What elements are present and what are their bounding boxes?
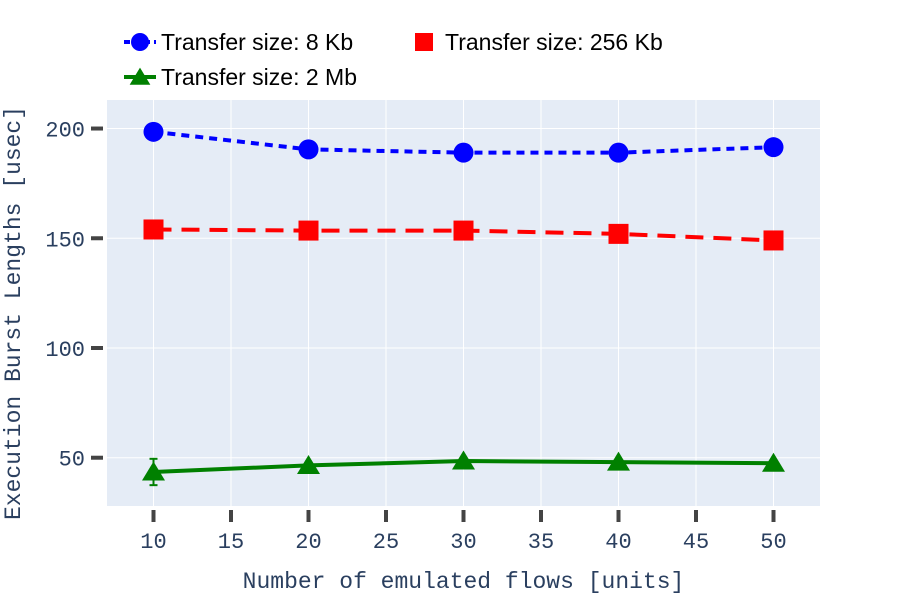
legend-label: Transfer size: 256 Kb: [445, 29, 663, 55]
series-3: [142, 450, 785, 487]
x-tick-label: 20: [295, 530, 321, 555]
x-axis-title: Number of emulated flows [units]: [243, 569, 685, 595]
y-tick-label: 200: [45, 119, 85, 144]
x-axis: 10 15 20 25 30 35 40 45 50: [140, 510, 787, 555]
data-point: [452, 450, 475, 470]
x-tick-label: 30: [450, 530, 476, 555]
data-point: [143, 121, 164, 142]
data-point: [297, 454, 320, 474]
legend-item-3: Transfer size: 2 Mb: [124, 64, 357, 90]
x-tick-label: 15: [218, 530, 244, 555]
legend-marker: [131, 33, 149, 51]
data-point: [607, 451, 630, 471]
x-tick-label: 50: [760, 530, 786, 555]
legend: Transfer size: 8 Kb Transfer size: 256 Kb…: [124, 29, 663, 90]
series-1: [143, 121, 784, 163]
x-tick-label: 45: [683, 530, 709, 555]
legend-item-2: Transfer size: 256 Kb: [415, 29, 663, 55]
data-point: [763, 137, 784, 158]
data-point: [762, 452, 785, 472]
x-tick-label: 25: [373, 530, 399, 555]
data-point: [142, 461, 165, 481]
series-2: [143, 219, 784, 251]
data-point: [143, 219, 164, 240]
y-tick-label: 50: [59, 448, 85, 473]
x-tick-label: 10: [140, 530, 166, 555]
legend-label: Transfer size: 8 Kb: [161, 29, 353, 55]
data-point: [453, 142, 474, 163]
legend-item-1: Transfer size: 8 Kb: [124, 29, 353, 55]
y-tick-label: 100: [45, 338, 85, 363]
data-point: [298, 220, 319, 241]
legend-label: Transfer size: 2 Mb: [161, 64, 357, 90]
data-point: [608, 142, 629, 163]
legend-marker: [129, 67, 151, 85]
legend-marker: [415, 33, 433, 51]
data-point: [763, 230, 784, 251]
x-tick-label: 35: [528, 530, 554, 555]
data-point: [608, 223, 629, 244]
data-point: [298, 139, 319, 160]
data-point: [453, 220, 474, 241]
x-tick-label: 40: [605, 530, 631, 555]
series-layer: [142, 121, 785, 487]
y-axis-title: Execution Burst Lengths [usec]: [1, 106, 27, 520]
y-tick-label: 150: [45, 228, 85, 253]
y-axis: 50 100 150 200: [45, 119, 103, 473]
